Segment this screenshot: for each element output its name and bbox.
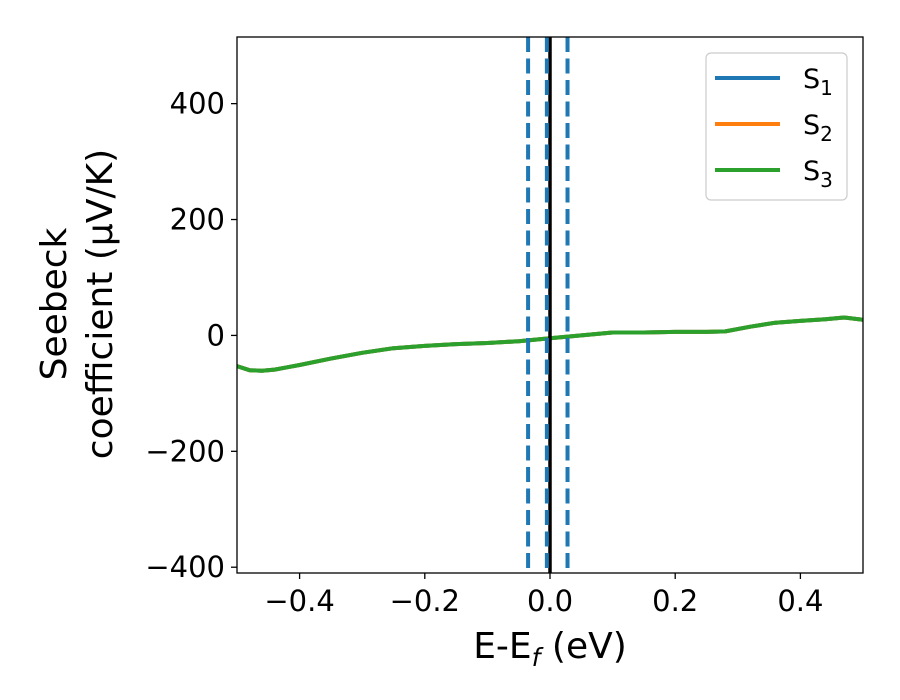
legend-box [705,52,848,201]
y-axis-title: Seebeck coefficient (μV/K) [34,149,121,459]
plot-content [237,37,863,573]
legend-label: S3 [803,156,833,192]
y-tick-label: −400 [145,550,225,584]
y-axis-ticks: −400 −200 0 200 400 [145,87,237,584]
y-tick-label: 200 [170,203,225,237]
legend: S1 S2 S3 [705,52,848,201]
y-tick-label: 400 [170,87,225,121]
x-tick-label: 0.0 [527,584,573,618]
y-axis-title-line2: coefficient (μV/K) [80,149,121,459]
legend-label: S1 [803,64,833,100]
x-axis-title-main: E-E [473,626,531,667]
plot-area [236,36,864,574]
y-tick-label: 0 [207,318,225,352]
x-tick-label: −0.2 [390,584,460,618]
y-axis-title-line1: Seebeck [34,227,75,380]
y-tick-label: −200 [145,434,225,468]
legend-label: S2 [803,110,833,146]
x-axis-title: E-Ef (eV) [473,626,627,672]
series-line-s3 [237,315,863,373]
x-tick-label: 0.2 [652,584,698,618]
x-axis-title-unit: (eV) [540,626,626,667]
x-axis-ticks: −0.4 −0.2 0.0 0.2 0.4 [264,573,823,618]
x-tick-label: −0.4 [264,584,334,618]
x-tick-label: 0.4 [777,584,823,618]
